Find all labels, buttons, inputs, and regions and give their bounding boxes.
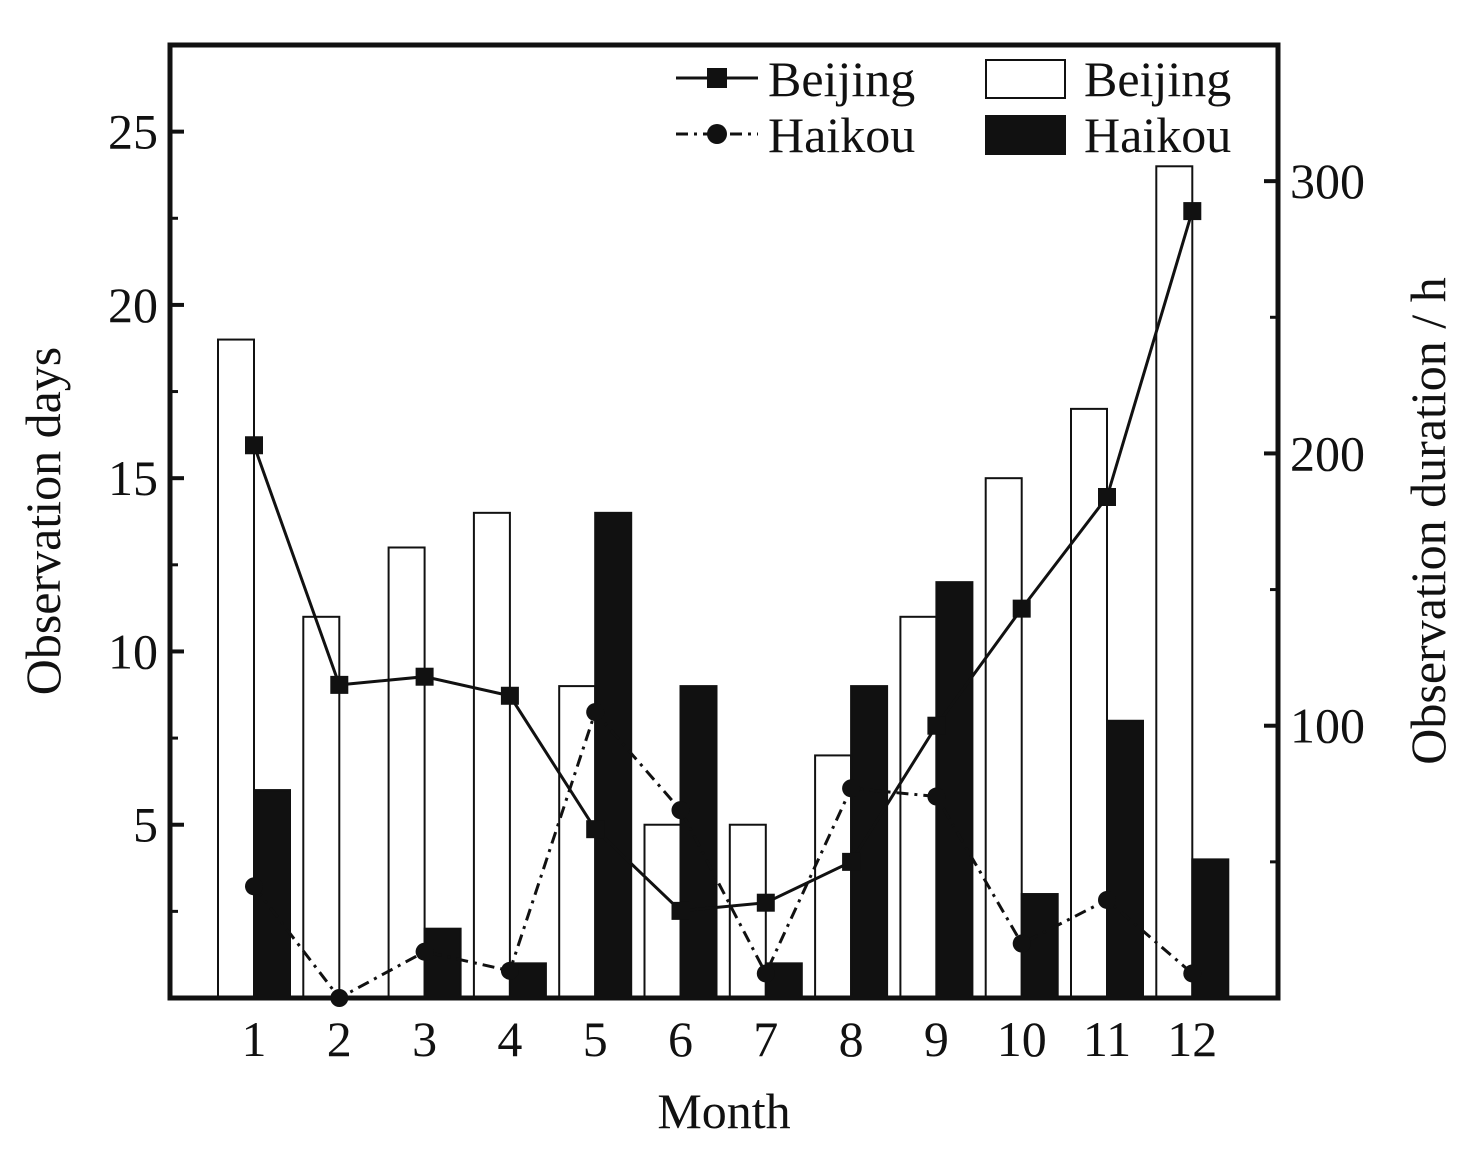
x-tick-label-10: 10 (997, 1011, 1047, 1067)
point-beijing-month-1 (245, 436, 263, 455)
right-axis: 100 200 300 (1264, 153, 1365, 864)
line-beijing-duration (252, 210, 1194, 913)
point-haikou-month-10 (1012, 934, 1031, 953)
x-tick-label-8: 8 (839, 1011, 864, 1067)
point-beijing-month-2 (330, 675, 349, 694)
legend-label-haikou-bar: Haikou (1084, 107, 1231, 163)
point-beijing-month-6 (671, 901, 690, 920)
bar-haikou-month-5 (594, 511, 633, 999)
x-tick-label-4: 4 (497, 1011, 522, 1067)
point-haikou-month-4 (500, 961, 519, 980)
point-beijing-month-11 (1098, 487, 1116, 506)
point-beijing-month-7 (756, 893, 775, 912)
bar-beijing-month-10 (984, 477, 1023, 999)
y-tick-label-25: 25 (108, 104, 158, 160)
y2-tick-label-300: 300 (1290, 153, 1365, 209)
x-tick-label-12: 12 (1167, 1011, 1217, 1067)
legend-marker-circle (707, 124, 727, 144)
y-tick-label-20: 20 (108, 277, 158, 333)
point-beijing-month-12 (1183, 202, 1202, 221)
x-tick-label-3: 3 (412, 1011, 437, 1067)
point-haikou-month-12 (1183, 964, 1202, 983)
y2-tick-label-200: 200 (1290, 425, 1365, 481)
lines-layer (252, 210, 1194, 1000)
point-beijing-month-3 (415, 667, 434, 686)
point-haikou-month-1 (245, 877, 263, 896)
legend: Beijing Haikou Beijing Haikou (676, 51, 1231, 163)
legend-swatch-white-bar (985, 59, 1066, 99)
point-haikou-month-3 (415, 942, 434, 961)
point-haikou-month-8 (842, 779, 861, 798)
left-axis: 5 10 15 20 25 (108, 104, 184, 913)
point-beijing-month-10 (1012, 599, 1031, 618)
bar-beijing-month-4 (472, 511, 511, 999)
y-tick-label-5: 5 (133, 797, 158, 853)
x-axis: 1 2 3 4 5 6 7 8 9 10 11 12 (242, 1011, 1218, 1067)
point-haikou-month-5 (586, 703, 605, 722)
y2-tick-label-100: 100 (1290, 698, 1365, 754)
point-haikou-month-6 (671, 801, 690, 820)
x-tick-label-6: 6 (668, 1011, 693, 1067)
y-tick-label-15: 15 (108, 450, 158, 506)
y2-axis-title: Observation duration / h (1400, 277, 1456, 764)
plot-frame (167, 42, 1281, 1001)
point-beijing-month-4 (500, 686, 519, 705)
x-tick-label-5: 5 (583, 1011, 608, 1067)
point-beijing-month-5 (586, 820, 605, 839)
legend-marker-square (707, 68, 727, 88)
bar-haikou-month-11 (1106, 719, 1144, 999)
x-tick-label-1: 1 (242, 1011, 267, 1067)
point-beijing-month-9 (927, 716, 946, 735)
x-tick-label-11: 11 (1083, 1011, 1131, 1067)
legend-swatch-black-bar (985, 115, 1066, 155)
legend-label-beijing-line: Beijing (768, 51, 915, 107)
legend-label-beijing-bar: Beijing (1084, 51, 1231, 107)
x-tick-label-2: 2 (327, 1011, 352, 1067)
point-haikou-month-9 (927, 787, 946, 806)
point-haikou-month-7 (756, 964, 775, 983)
x-axis-title: Month (657, 1083, 790, 1139)
bar-haikou-month-8 (850, 685, 889, 999)
legend-label-haikou-line: Haikou (768, 107, 915, 163)
y-axis-title: Observation days (15, 347, 71, 696)
x-tick-label-7: 7 (753, 1011, 778, 1067)
bar-beijing-month-3 (387, 546, 426, 999)
bar-beijing-month-9 (899, 615, 938, 999)
x-tick-label-9: 9 (924, 1011, 949, 1067)
line-haikou-duration (252, 709, 1194, 1000)
bar-haikou-month-3 (423, 927, 462, 1000)
point-haikou-month-11 (1098, 890, 1116, 909)
bar-beijing-month-12 (1155, 165, 1194, 1000)
point-beijing-month-8 (842, 852, 861, 871)
y-tick-label-10: 10 (108, 623, 158, 679)
markers-layer (245, 202, 1202, 1007)
